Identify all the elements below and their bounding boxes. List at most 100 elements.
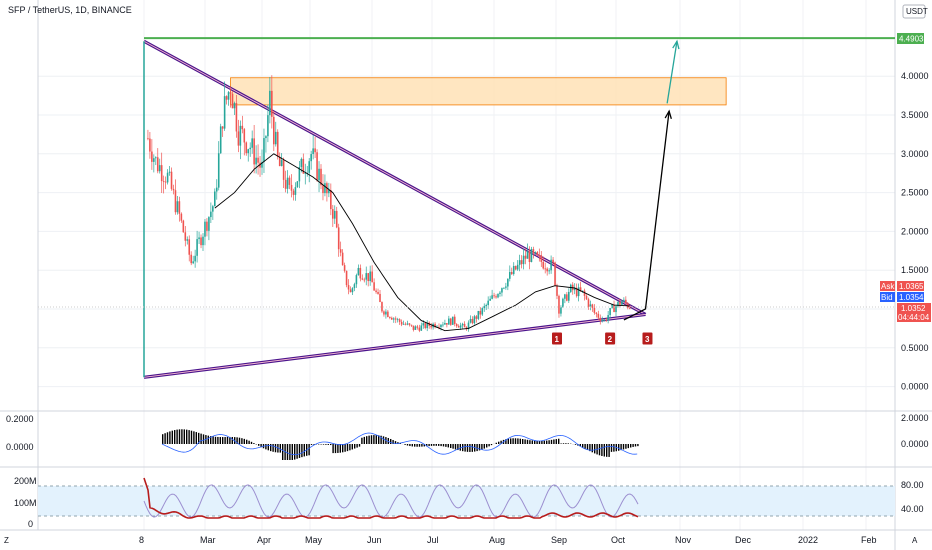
currency-label: USDT xyxy=(906,7,928,16)
candle-body xyxy=(599,317,602,321)
candle-body xyxy=(607,315,609,321)
candle-body xyxy=(164,181,167,183)
macd-bar xyxy=(308,444,310,456)
candle-body xyxy=(227,92,230,100)
macd-bar xyxy=(334,444,337,454)
macd-bar xyxy=(522,439,524,444)
candle-body xyxy=(412,325,415,330)
candle-body xyxy=(188,239,191,255)
macd-bar xyxy=(243,438,245,444)
macd-bar xyxy=(428,444,430,447)
macd-bar xyxy=(483,444,485,449)
macd-bar xyxy=(620,444,622,451)
macd-bar xyxy=(339,444,341,453)
candle-body xyxy=(322,185,324,194)
macd-bar xyxy=(416,444,418,447)
candle-body xyxy=(196,239,198,256)
macd-bar xyxy=(296,444,298,459)
macd-bar xyxy=(536,440,538,444)
candle-body xyxy=(499,292,501,295)
candle-body xyxy=(396,319,399,321)
osc-left-tick-3: 0 xyxy=(28,519,33,529)
macd-bar xyxy=(298,444,301,458)
macd-bar xyxy=(524,439,526,444)
volume-line xyxy=(143,477,639,519)
candle-body xyxy=(530,249,533,263)
macd-bar xyxy=(529,440,531,444)
candle-body xyxy=(172,188,175,191)
candle-body xyxy=(591,304,594,308)
candle-body xyxy=(304,173,307,174)
candle-body xyxy=(450,318,452,325)
macd-bar xyxy=(265,444,267,450)
macd-bar xyxy=(560,443,562,444)
triangle-upper-highlight xyxy=(143,40,646,315)
candle-body xyxy=(552,259,554,263)
candle-body xyxy=(324,183,326,194)
last-price: 1.0352 xyxy=(901,304,926,313)
price-axis: 0.00000.50001.00001.50002.00002.50003.00… xyxy=(901,71,929,391)
macd-bar xyxy=(236,437,238,444)
candle-body xyxy=(249,147,252,150)
time-tick-label: Jun xyxy=(367,535,382,545)
candle-body xyxy=(251,138,253,148)
candle-body xyxy=(170,171,173,189)
osc-right-tick-2: 40.00 xyxy=(901,504,924,514)
ask-label-text: Ask xyxy=(881,282,895,291)
candle-body xyxy=(601,319,604,321)
candle-body xyxy=(215,187,218,192)
price-tick-label: 4.0000 xyxy=(901,71,929,81)
log-toggle-button[interactable]: Z xyxy=(4,536,9,545)
candle-body xyxy=(357,267,360,276)
time-tick-label: May xyxy=(305,535,323,545)
candle-body xyxy=(221,126,224,129)
candle-body xyxy=(147,138,149,140)
macd-histogram xyxy=(162,429,639,460)
macd-bar xyxy=(634,444,637,447)
candle-body xyxy=(280,160,283,167)
macd-bar xyxy=(174,430,176,444)
macd-bar xyxy=(210,436,212,444)
candle-body xyxy=(459,325,462,328)
macd-bar xyxy=(382,436,385,444)
candle-body xyxy=(320,168,322,186)
candle-body xyxy=(394,318,397,320)
candle-body xyxy=(522,255,525,265)
candle-body xyxy=(223,96,226,129)
candle-body xyxy=(540,255,543,262)
candle-body xyxy=(391,317,393,320)
candle-body xyxy=(158,165,161,172)
candle-body xyxy=(381,302,383,312)
candle-body xyxy=(475,316,478,319)
currency-button[interactable]: USDT xyxy=(902,4,928,19)
candle-body xyxy=(398,319,401,322)
candle-body xyxy=(239,125,242,146)
macd-bar xyxy=(195,432,197,444)
candle-body xyxy=(174,190,177,213)
candle-body xyxy=(371,271,373,283)
macd-bar xyxy=(505,439,507,444)
candle-body xyxy=(579,287,582,291)
auto-scale-button[interactable]: A xyxy=(912,536,918,545)
candle-body xyxy=(457,326,460,328)
macd-bar xyxy=(171,430,173,444)
candle-body xyxy=(363,279,366,281)
candle-body xyxy=(583,290,586,296)
macd-bar xyxy=(471,444,473,452)
candle-body xyxy=(467,322,470,330)
candle-body xyxy=(414,326,417,330)
macd-bar xyxy=(301,444,303,458)
candle-body xyxy=(198,237,200,240)
candle-body xyxy=(335,210,338,228)
macd-bar xyxy=(567,443,569,444)
macd-bar xyxy=(481,444,483,450)
macd-bar xyxy=(289,444,291,460)
candle-body xyxy=(550,259,552,271)
macd-bar xyxy=(510,438,512,444)
candle-body xyxy=(186,239,189,241)
candle-body xyxy=(560,307,562,314)
macd-bar xyxy=(214,436,217,444)
candle-body xyxy=(296,181,299,188)
macd-bar xyxy=(558,438,560,444)
macd-bar xyxy=(198,432,200,444)
